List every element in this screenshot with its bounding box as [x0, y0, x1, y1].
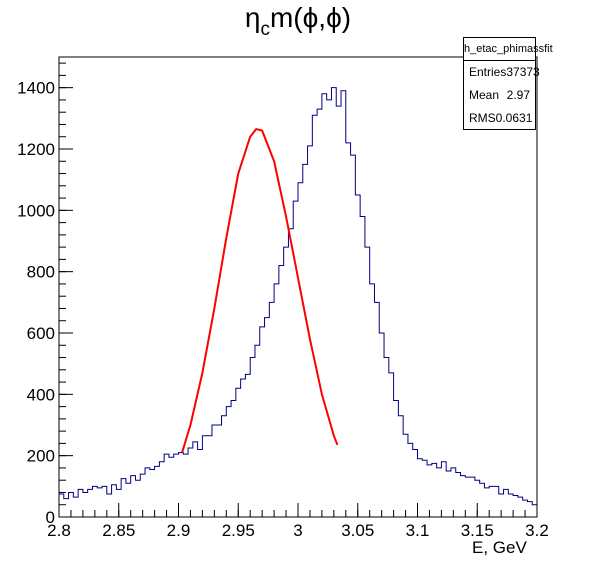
- stats-value: 37373: [506, 65, 540, 79]
- title-subscript: c: [260, 19, 270, 40]
- x-tick-label: 2.9: [167, 521, 191, 540]
- y-tick-label: 1200: [17, 140, 55, 159]
- fit-layer: [181, 128, 339, 453]
- stats-label: Entries: [469, 65, 507, 79]
- x-tick-label: 3: [293, 521, 302, 540]
- chart-title: ηcm(ϕ,ϕ): [0, 2, 596, 40]
- x-tick-label: 3.15: [461, 521, 494, 540]
- stats-row-mean: Mean 2.97: [464, 84, 535, 107]
- stats-label: Mean: [469, 88, 500, 102]
- stats-value: 0.0631: [495, 111, 533, 125]
- y-tick-label: 1400: [17, 79, 55, 98]
- x-tick-label: 2.85: [102, 521, 135, 540]
- stats-box-name: h_etac_phimassfit: [464, 38, 553, 61]
- stats-value: 2.97: [506, 88, 530, 102]
- histogram-series: [59, 87, 537, 506]
- x-tick-label: 3.1: [406, 521, 430, 540]
- title-rest: m(ϕ,ϕ): [269, 2, 352, 33]
- y-tick-label: 600: [27, 324, 55, 343]
- x-axis-label: E, GeV: [472, 538, 527, 557]
- x-tick-label: 2.8: [47, 521, 71, 540]
- fit-curve: [181, 128, 339, 453]
- y-tick-label: 400: [27, 385, 55, 404]
- stats-box: h_etac_phimassfit Entries 37373 Mean 2.9…: [463, 37, 553, 130]
- axis-layer: 2.8 2.85 2.9 2.95 3 3.05 3.1 3.15 3.2 0 200 400 600 8…: [17, 62, 549, 540]
- stats-row-rms: RMS 0.0631: [464, 107, 535, 130]
- y-tick-label: 200: [27, 447, 55, 466]
- x-tick-label: 3.05: [341, 521, 374, 540]
- histogram-layer: [59, 87, 537, 506]
- y-tick-label: 1000: [17, 201, 55, 220]
- title-eta: η: [244, 2, 261, 33]
- x-tick-label: 3.2: [525, 521, 549, 540]
- x-tick-label: 2.95: [222, 521, 255, 540]
- stats-label: RMS: [469, 111, 496, 125]
- y-tick-label: 0: [46, 508, 55, 527]
- stats-row-entries: Entries 37373: [464, 61, 540, 84]
- y-tick-label: 800: [27, 263, 55, 282]
